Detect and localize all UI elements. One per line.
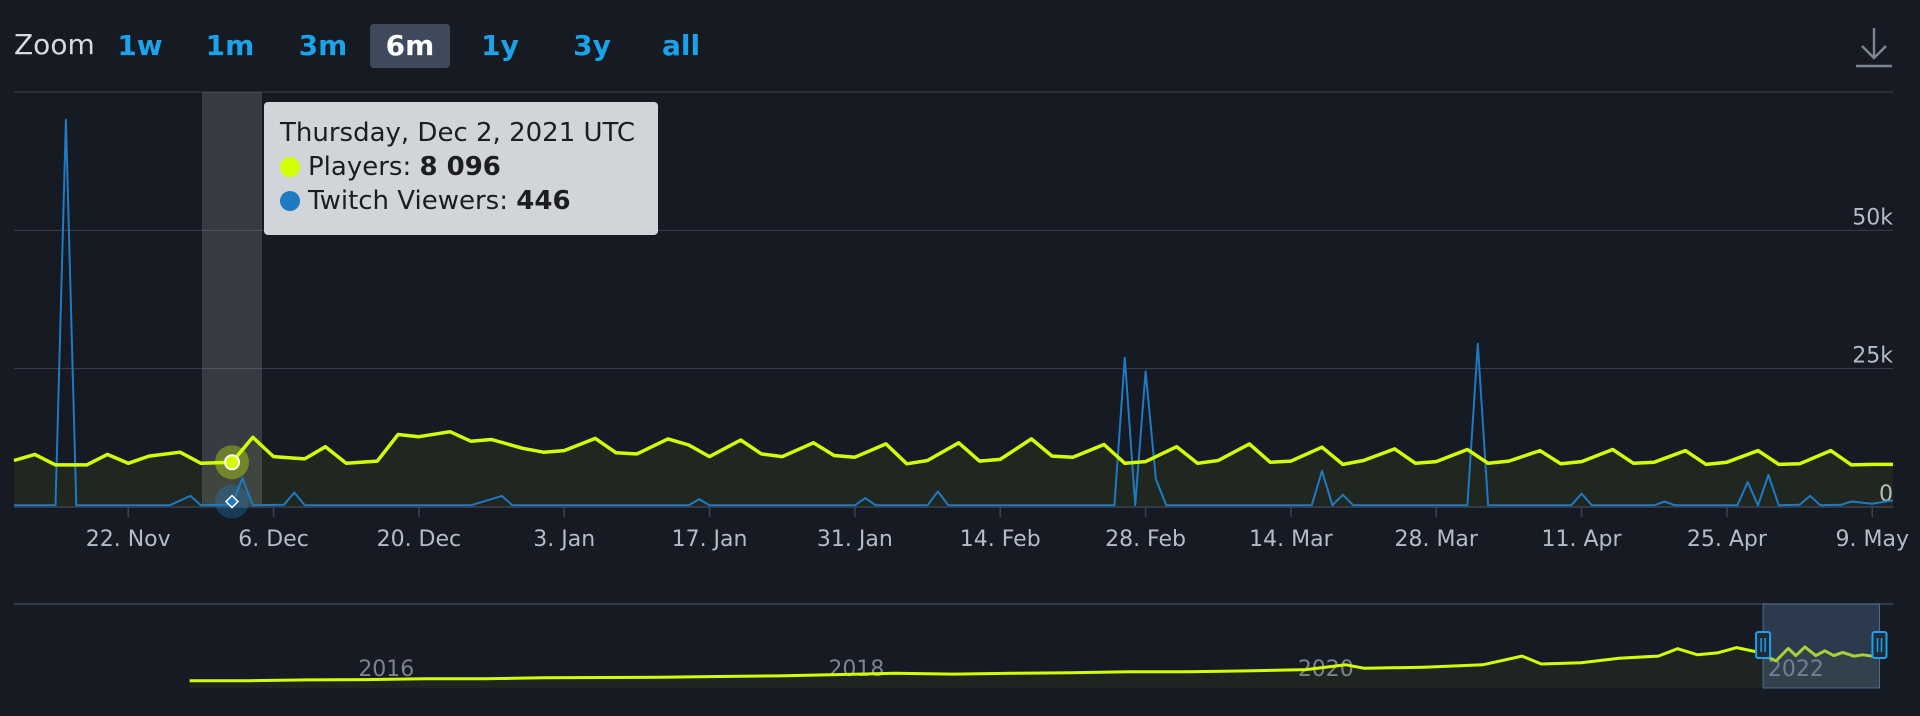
navigator-selection <box>1762 603 1880 689</box>
tooltip-date: Thursday, Dec 2, 2021 UTC <box>280 118 636 148</box>
players-marker <box>224 454 241 471</box>
navigator-left-handle[interactable] <box>1755 631 1772 659</box>
navigator-players-area <box>189 646 1880 688</box>
players-area <box>14 431 1893 507</box>
navigator-tick-label: 2018 <box>828 657 884 682</box>
zoom-label: Zoom <box>14 28 95 61</box>
y-tick-label: 50k <box>1852 205 1893 230</box>
tooltip-twitch-row: Twitch Viewers: 446 <box>280 184 642 218</box>
tooltip-players-row: Players: 8 096 <box>280 150 642 184</box>
zoom-bar: Zoom 1w 1m 3m 6m 1y 3y all <box>0 0 1920 92</box>
download-icon[interactable] <box>1852 24 1896 72</box>
x-tick-label: 22. Nov <box>86 527 171 552</box>
navigator-right-handle[interactable] <box>1871 631 1888 659</box>
y-axis: 025k50k <box>1852 205 1893 507</box>
x-tick-label: 3. Jan <box>533 527 595 552</box>
navigator[interactable]: 2016201820202022 <box>14 603 1893 689</box>
tooltip-players-value: 8 096 <box>419 152 501 182</box>
zoom-1w-button[interactable]: 1w <box>117 29 163 62</box>
x-tick-label: 6. Dec <box>238 527 309 552</box>
x-tick-label: 14. Mar <box>1249 527 1333 552</box>
x-tick-label: 20. Dec <box>377 527 462 552</box>
y-tick-label: 25k <box>1852 344 1893 369</box>
series-layer <box>13 118 1894 507</box>
zoom-all-button[interactable]: all <box>661 29 701 62</box>
tooltip-twitch-label: Twitch Viewers: <box>308 186 517 216</box>
zoom-3m-button[interactable]: 3m <box>298 29 348 62</box>
x-tick-label: 9. May <box>1836 527 1909 552</box>
twitch-viewers-line <box>14 118 1894 507</box>
handle-body <box>1871 631 1888 659</box>
x-tick-label: 25. Apr <box>1687 527 1768 552</box>
tooltip: Thursday, Dec 2, 2021 UTC Players: 8 096… <box>264 102 658 235</box>
zoom-3y-button[interactable]: 3y <box>573 29 611 62</box>
zoom-6m-button[interactable]: 6m <box>370 24 450 68</box>
handle-body <box>1755 631 1772 659</box>
twitch-marker <box>224 494 240 509</box>
tooltip-twitch-value: 446 <box>516 186 571 216</box>
players-legend-dot <box>280 157 300 177</box>
tooltip-players-label: Players: <box>308 152 420 182</box>
navigator-players-line <box>189 645 1880 683</box>
x-tick-label: 28. Feb <box>1105 527 1186 552</box>
x-tick-label: 17. Jan <box>672 527 748 552</box>
x-axis: 22. Nov 6. Dec 20. Dec 3. Jan 17. Jan 31. Jan… <box>14 506 1909 552</box>
x-tick-label: 31. Jan <box>817 527 893 552</box>
x-tick-label: 11. Apr <box>1542 527 1623 552</box>
zoom-1y-button[interactable]: 1y <box>481 29 519 62</box>
players-line <box>13 429 1893 467</box>
zoom-1m-button[interactable]: 1m <box>205 29 255 62</box>
hover-markers <box>215 445 250 519</box>
x-tick-label: 28. Mar <box>1394 527 1478 552</box>
x-tick-label: 14. Feb <box>960 527 1041 552</box>
twitch-legend-dot <box>280 191 300 211</box>
